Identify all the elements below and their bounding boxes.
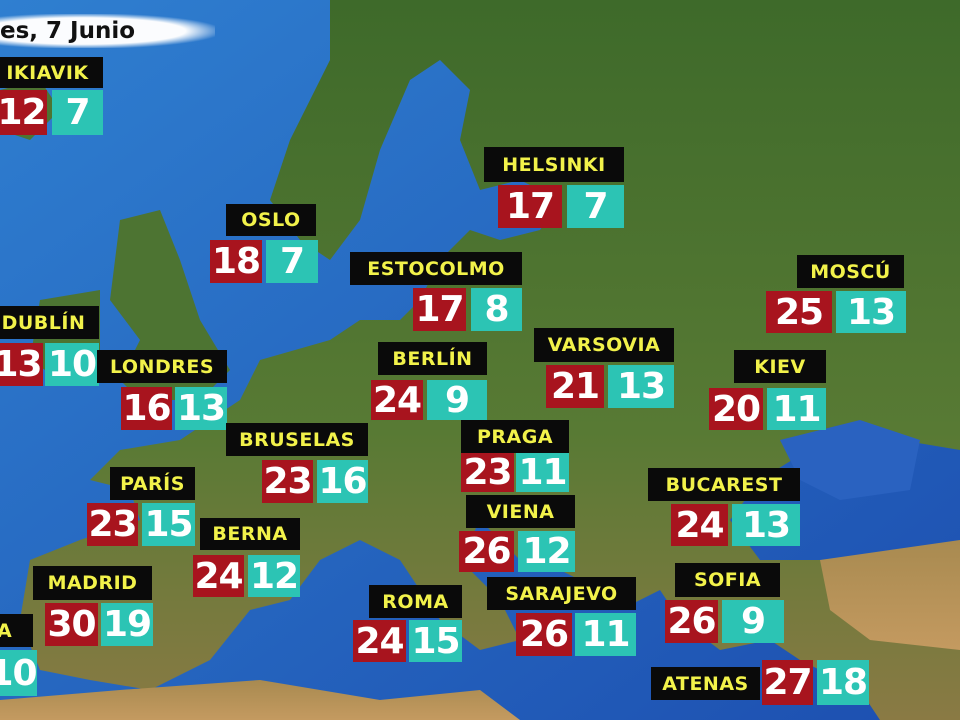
max-temp-madrid: 30 bbox=[45, 603, 98, 646]
min-temp-berlin: 9 bbox=[427, 380, 487, 421]
city-label-paris: PARÍS bbox=[110, 467, 195, 500]
min-temp-helsinki: 7 bbox=[567, 185, 624, 228]
city-label-bucarest: BUCAREST bbox=[648, 468, 800, 501]
city-label-kiev: KIEV bbox=[734, 350, 826, 383]
min-temp-madrid: 19 bbox=[101, 603, 153, 646]
city-label-sarajevo: SARAJEVO bbox=[487, 577, 636, 610]
city-label-moscu: MOSCÚ bbox=[797, 255, 904, 288]
date-caption: es, 7 Junio bbox=[0, 14, 216, 48]
city-label-varsovia: VARSOVIA bbox=[534, 328, 674, 362]
city-label-ikiavik: IKIAVIK bbox=[0, 57, 103, 88]
city-label-oslo: OSLO bbox=[226, 204, 316, 236]
max-temp-londres: 16 bbox=[121, 387, 172, 430]
max-temp-atenas: 27 bbox=[762, 660, 813, 705]
city-label-londres: LONDRES bbox=[97, 350, 227, 383]
min-temp-dublin: 10 bbox=[45, 343, 99, 386]
max-temp-helsinki: 17 bbox=[498, 185, 562, 228]
min-temp-praga: 11 bbox=[516, 452, 569, 493]
min-temp-da: 10 bbox=[0, 650, 38, 696]
max-temp-dublin: 13 bbox=[0, 343, 43, 386]
north-africa bbox=[0, 680, 520, 720]
city-label-da: DA bbox=[0, 614, 33, 647]
max-temp-praga: 23 bbox=[461, 452, 514, 493]
min-temp-estocolmo: 8 bbox=[471, 288, 522, 331]
min-temp-kiev: 11 bbox=[767, 388, 826, 430]
city-label-estocolmo: ESTOCOLMO bbox=[350, 252, 522, 285]
max-temp-ikiavik: 12 bbox=[0, 90, 47, 135]
max-temp-moscu: 25 bbox=[766, 291, 832, 333]
min-temp-viena: 12 bbox=[518, 531, 575, 572]
city-label-berlin: BERLÍN bbox=[378, 342, 487, 375]
turkey bbox=[820, 540, 960, 650]
max-temp-oslo: 18 bbox=[210, 240, 262, 283]
city-label-atenas: ATENAS bbox=[651, 667, 760, 700]
min-temp-roma: 15 bbox=[409, 620, 462, 662]
min-temp-sarajevo: 11 bbox=[575, 613, 636, 656]
min-temp-bruselas: 16 bbox=[317, 460, 368, 503]
min-temp-oslo: 7 bbox=[266, 240, 318, 283]
city-label-madrid: MADRID bbox=[33, 566, 152, 600]
max-temp-sarajevo: 26 bbox=[516, 613, 572, 656]
max-temp-bruselas: 23 bbox=[262, 460, 313, 503]
city-label-praga: PRAGA bbox=[461, 420, 569, 453]
city-label-sofia: SOFIA bbox=[675, 563, 780, 597]
max-temp-sofia: 26 bbox=[665, 600, 718, 643]
city-label-berna: BERNA bbox=[200, 518, 300, 550]
min-temp-paris: 15 bbox=[142, 503, 195, 546]
min-temp-moscu: 13 bbox=[836, 291, 906, 333]
min-temp-ikiavik: 7 bbox=[52, 90, 103, 135]
min-temp-bucarest: 13 bbox=[732, 504, 800, 546]
max-temp-kiev: 20 bbox=[709, 388, 763, 430]
min-temp-berna: 12 bbox=[248, 555, 300, 597]
city-label-roma: ROMA bbox=[369, 585, 462, 618]
max-temp-varsovia: 21 bbox=[546, 365, 604, 408]
max-temp-paris: 23 bbox=[87, 503, 138, 546]
city-label-helsinki: HELSINKI bbox=[484, 147, 624, 182]
max-temp-roma: 24 bbox=[353, 620, 406, 662]
city-label-viena: VIENA bbox=[466, 495, 575, 528]
max-temp-berlin: 24 bbox=[371, 379, 423, 421]
min-temp-sofia: 9 bbox=[722, 600, 784, 643]
max-temp-estocolmo: 17 bbox=[413, 288, 466, 331]
max-temp-bucarest: 24 bbox=[671, 504, 728, 546]
max-temp-viena: 26 bbox=[459, 531, 514, 572]
black-sea bbox=[780, 420, 920, 500]
min-temp-londres: 13 bbox=[175, 387, 227, 430]
min-temp-atenas: 18 bbox=[817, 660, 869, 705]
city-label-bruselas: BRUSELAS bbox=[226, 423, 368, 456]
max-temp-berna: 24 bbox=[193, 555, 244, 597]
city-label-dublin: DUBLÍN bbox=[0, 306, 99, 339]
min-temp-varsovia: 13 bbox=[608, 365, 674, 408]
